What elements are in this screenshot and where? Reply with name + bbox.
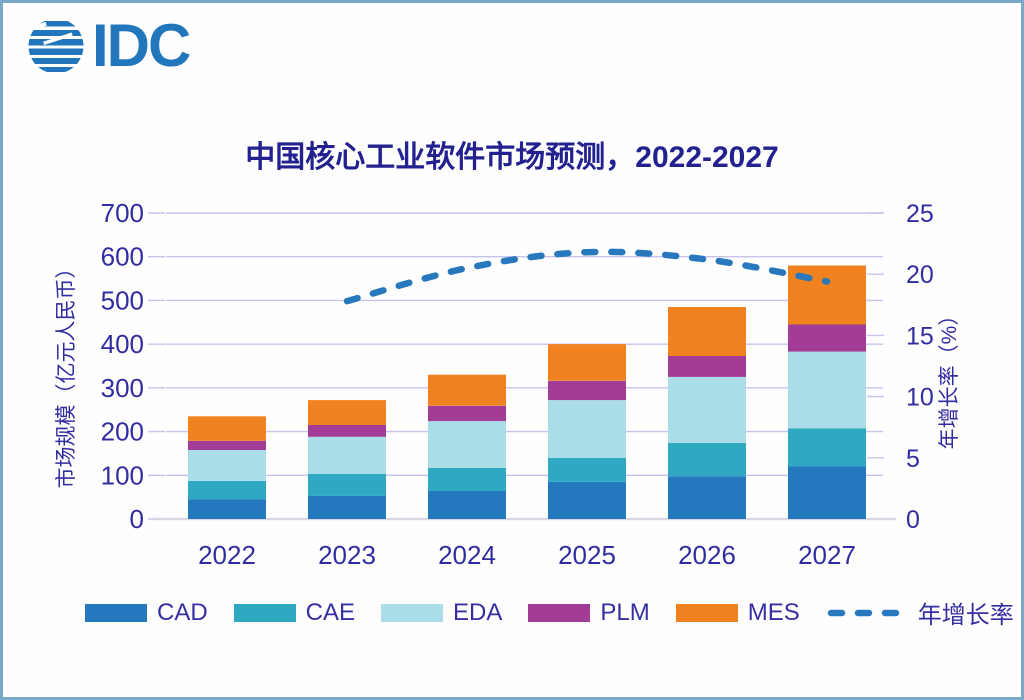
bar-segment-2023-CAE <box>308 474 386 496</box>
legend-swatch-EDA <box>381 603 444 622</box>
bar-segment-2022-CAD <box>188 499 266 519</box>
left-axis-tick-label-200: 200 <box>101 417 144 447</box>
bar-segment-2024-PLM <box>428 405 506 422</box>
bar-segment-2027-CAD <box>788 466 866 519</box>
bar-segment-2024-CAE <box>428 467 506 492</box>
idc-logo-text: IDC <box>92 12 191 79</box>
legend-label-MES: MES <box>747 598 800 626</box>
bar-segment-2026-MES <box>668 307 746 356</box>
bar-segment-2022-PLM <box>188 440 266 450</box>
left-axis-tick-label-500: 500 <box>101 285 144 315</box>
bar-segment-2022-MES <box>188 416 266 441</box>
bar-segment-2025-CAE <box>548 457 626 482</box>
bar-segment-2023-PLM <box>308 425 386 437</box>
right-axis-tick-label-25: 25 <box>906 200 934 228</box>
right-axis-tick-label-0: 0 <box>906 506 920 534</box>
bar-segment-2025-PLM <box>548 380 626 401</box>
left-axis-tick-label-600: 600 <box>101 242 144 272</box>
legend-label-CAD: CAD <box>157 598 208 626</box>
bar-segment-2024-EDA <box>428 421 506 468</box>
bar-segment-2027-CAE <box>788 428 866 467</box>
legend-swatch-PLM <box>528 603 591 622</box>
x-axis-label-2027: 2027 <box>798 540 856 570</box>
growth-rate-line <box>343 248 831 305</box>
legend-label-CAE: CAE <box>305 598 356 626</box>
right-axis-tick-label-15: 15 <box>906 322 934 350</box>
bar-segment-2026-EDA <box>668 376 746 443</box>
x-axis-label-2024: 2024 <box>438 540 496 570</box>
legend-swatch-CAE <box>233 603 296 622</box>
legend-label-EDA: EDA <box>453 598 503 626</box>
bar-segment-2023-EDA <box>308 436 386 474</box>
right-axis-tick-label-5: 5 <box>906 445 920 473</box>
left-axis-tick-label-700: 700 <box>101 198 144 228</box>
bar-segment-2026-CAE <box>668 442 746 477</box>
bar-segment-2026-CAD <box>668 476 746 519</box>
x-axis-label-2022: 2022 <box>198 540 256 570</box>
chart-legend: CAD CAE EDA PLM MES 年增长率（%） <box>85 595 1021 630</box>
legend-swatch-CAD <box>85 603 147 622</box>
bar-segment-2027-EDA <box>788 351 866 429</box>
bar-segment-2024-MES <box>428 374 506 406</box>
bar-segment-2025-CAD <box>548 481 626 519</box>
left-axis-tick-label-400: 400 <box>101 329 144 359</box>
legend-swatch-MES <box>675 603 738 622</box>
chart-title: 中国核心工业软件市场预测，2022-2027 <box>245 141 779 174</box>
x-axis-label-2025: 2025 <box>558 540 616 570</box>
legend-label-PLM: PLM <box>600 598 650 626</box>
left-axis-tick-label-0: 0 <box>130 504 144 534</box>
left-axis-tick-label-300: 300 <box>101 373 144 403</box>
bar-segment-2024-CAD <box>428 491 506 519</box>
bar-segment-2025-MES <box>548 344 626 381</box>
legend-item-PLM: PLM <box>528 598 650 627</box>
left-axis-tick-label-100: 100 <box>101 460 144 490</box>
bar-segment-2023-CAD <box>308 495 386 519</box>
bar-segment-2022-CAE <box>188 481 266 500</box>
x-axis-label-2026: 2026 <box>678 540 736 570</box>
left-axis-title: 市场规模（亿元人民币） <box>55 258 78 489</box>
x-axis-label-2023: 2023 <box>318 540 376 570</box>
legend-item-CAD: CAD <box>85 599 208 627</box>
bar-segment-2025-EDA <box>548 400 626 458</box>
legend-item-EDA: EDA <box>381 599 502 627</box>
right-axis-tick-label-20: 20 <box>906 261 934 289</box>
bar-segment-2022-EDA <box>188 449 266 481</box>
legend-item-MES: MES <box>675 598 800 627</box>
legend-label-growth-rate: 年增长率（%） <box>917 602 1021 629</box>
right-axis-tick-label-10: 10 <box>906 384 934 412</box>
legend-item-growth-rate: 年增长率（%） <box>826 595 1021 630</box>
legend-dash-icon <box>827 609 908 616</box>
legend-item-CAE: CAE <box>233 598 356 627</box>
idc-globe-icon <box>28 21 84 72</box>
bar-segment-2027-PLM <box>788 324 866 352</box>
right-axis-title: 年增长率（%） <box>938 305 961 450</box>
idc-logo: IDC <box>27 12 191 79</box>
bar-segment-2026-PLM <box>668 355 746 377</box>
bar-segment-2023-MES <box>308 400 386 425</box>
